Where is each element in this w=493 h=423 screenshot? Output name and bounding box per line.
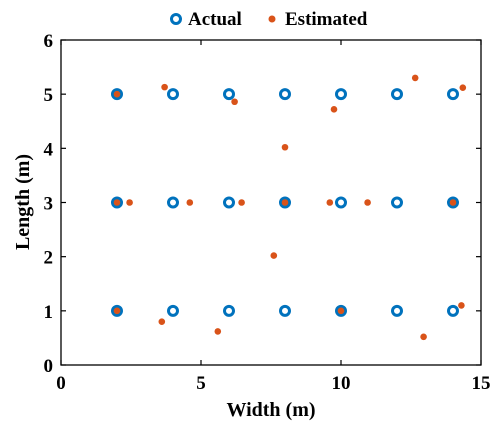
y-tick-label: 6 (44, 31, 54, 52)
x-tick-label: 10 (332, 373, 351, 394)
estimated-point (364, 199, 371, 206)
x-tick-label: 0 (56, 373, 66, 394)
actual-point (279, 88, 291, 101)
actual-point (223, 88, 235, 101)
estimated-point (459, 84, 467, 91)
estimated-point (186, 199, 194, 206)
estimated-point (411, 74, 419, 82)
estimated-point (238, 199, 245, 206)
plot-area-frame (60, 39, 482, 366)
actual-point (447, 88, 459, 101)
estimated-point (330, 106, 338, 113)
actual-point (391, 88, 403, 101)
estimated-point (281, 199, 289, 206)
estimated-point (326, 199, 334, 206)
actual-point (167, 304, 179, 317)
actual-point (111, 88, 123, 101)
legend-item-actual: Actual (170, 9, 242, 30)
actual-point (111, 304, 123, 317)
estimated-point (161, 83, 168, 91)
y-tick-label: 2 (44, 248, 54, 269)
x-tick-label: 5 (196, 373, 206, 394)
estimated-point (281, 143, 289, 151)
x-axis-label: Width (m) (226, 399, 315, 421)
y-axis-ticks: 0 1 2 3 4 5 6 (44, 31, 481, 377)
legend-label-estimated: Estimated (285, 9, 368, 30)
actual-point (391, 196, 403, 209)
estimated-point (270, 252, 278, 259)
estimated-point (231, 98, 238, 106)
estimated-point (113, 90, 121, 98)
actual-point (279, 304, 291, 317)
actual-point (335, 88, 347, 101)
estimated-point (214, 328, 222, 335)
series-estimated (113, 74, 467, 341)
actual-point (391, 304, 403, 317)
actual-point (223, 304, 235, 317)
estimated-point (158, 318, 166, 325)
actual-point (223, 196, 235, 209)
legend-label-actual: Actual (188, 9, 242, 30)
actual-point (279, 196, 291, 209)
estimated-point (126, 199, 133, 206)
actual-point (167, 196, 179, 209)
y-tick-label: 5 (44, 85, 54, 106)
x-axis-ticks: 0 5 10 15 (56, 40, 491, 394)
actual-point (111, 196, 123, 209)
actual-point (447, 304, 459, 317)
legend-marker-estimated (268, 15, 276, 23)
y-tick-label: 3 (44, 194, 54, 215)
actual-point (335, 304, 347, 317)
x-tick-label: 15 (472, 373, 491, 394)
estimated-point (113, 199, 121, 206)
actual-point (335, 196, 347, 209)
estimated-point (337, 307, 345, 315)
actual-point (167, 88, 179, 101)
legend-marker-actual (170, 13, 182, 25)
actual-point (447, 196, 459, 209)
y-tick-label: 4 (44, 139, 54, 160)
legend: Actual Estimated (170, 9, 368, 30)
estimated-point (449, 199, 457, 206)
y-tick-label: 1 (44, 302, 54, 323)
estimated-point (458, 302, 465, 309)
estimated-point (113, 307, 121, 315)
estimated-point (420, 333, 427, 341)
legend-item-estimated: Estimated (268, 9, 368, 30)
series-actual (111, 88, 459, 317)
y-axis-label: Length (m) (12, 154, 34, 250)
y-tick-label: 0 (44, 356, 54, 377)
